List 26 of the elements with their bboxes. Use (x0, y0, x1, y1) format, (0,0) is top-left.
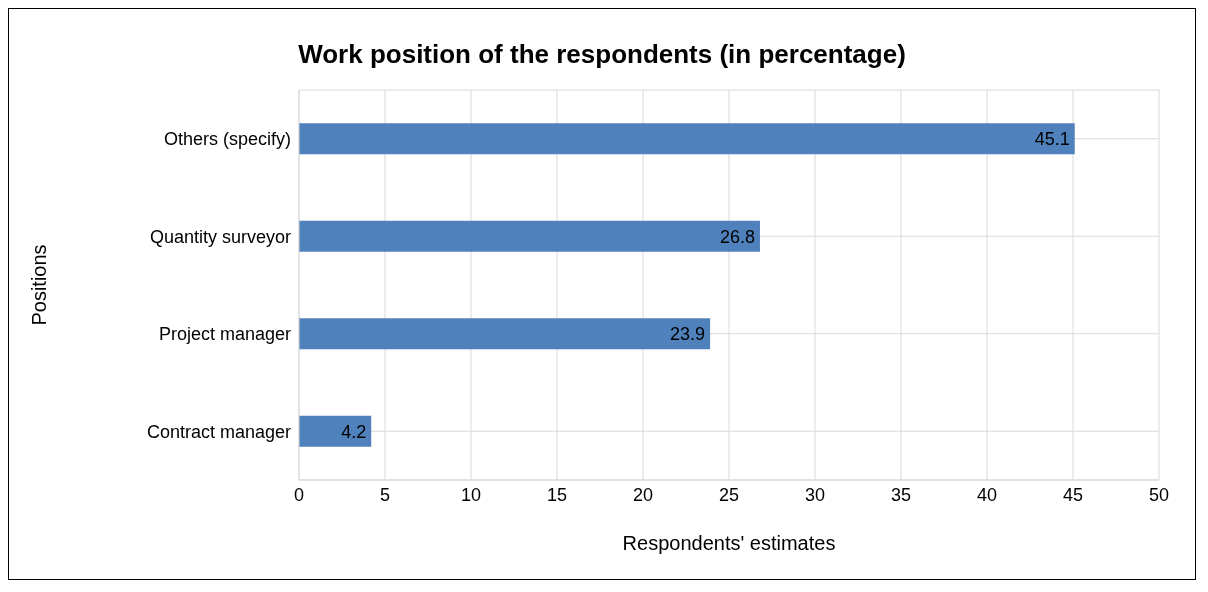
y-tick-label: Others (specify) (163, 129, 291, 150)
bar (299, 220, 760, 252)
x-tick-label: 35 (890, 484, 912, 505)
bar (299, 415, 372, 447)
y-tick-label: Quantity surveyor (149, 226, 291, 247)
x-tick-label: 50 (1148, 484, 1170, 505)
data-label: 4.2 (341, 421, 367, 442)
x-tick-label: 0 (293, 484, 305, 505)
x-axis-title: Respondents' estimates (622, 532, 836, 554)
y-axis-title: Positions (28, 244, 51, 326)
bar (299, 123, 1075, 155)
data-label: 26.8 (719, 226, 755, 247)
y-tick-label: Contract manager (146, 421, 291, 442)
x-tick-label: 15 (546, 484, 568, 505)
x-tick-label: 40 (976, 484, 998, 505)
data-label: 23.9 (670, 324, 706, 345)
y-tick-label: Project manager (158, 324, 291, 345)
x-tick-label: 25 (718, 484, 740, 505)
bar (299, 318, 711, 350)
chart-title: Work position of the respondents (in percentage) (297, 39, 907, 70)
x-tick-label: 5 (379, 484, 391, 505)
x-tick-label: 10 (460, 484, 482, 505)
x-tick-label: 45 (1062, 484, 1084, 505)
data-label: 45.1 (1034, 129, 1070, 150)
x-tick-label: 20 (632, 484, 654, 505)
x-tick-label: 30 (804, 484, 826, 505)
